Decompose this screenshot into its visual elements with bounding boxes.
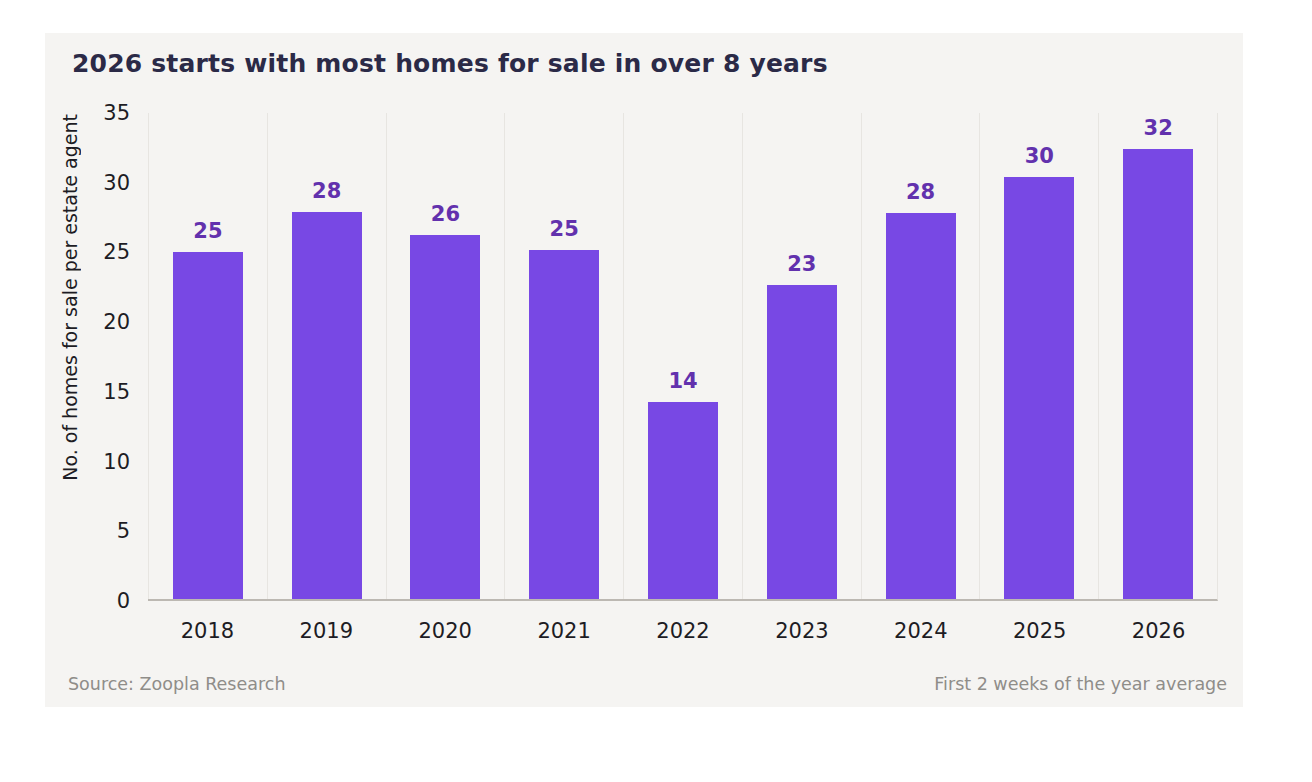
bar-value-label: 26 (387, 204, 505, 225)
footnote: First 2 weeks of the year average (934, 674, 1227, 694)
bar-column: 14 (623, 113, 742, 599)
y-tick-label: 15 (103, 380, 130, 404)
x-tick-label: 2021 (505, 619, 624, 643)
y-tick-label: 30 (103, 171, 130, 195)
bar-value-label: 25 (149, 221, 267, 242)
y-tick-label: 25 (103, 240, 130, 264)
bar-value-label: 32 (1099, 118, 1217, 139)
x-tick-label: 2026 (1099, 619, 1218, 643)
bar (886, 213, 956, 599)
bar-column: 25 (504, 113, 623, 599)
y-tick-label: 0 (117, 589, 130, 613)
bar-value-label: 30 (980, 146, 1098, 167)
x-tick-label: 2020 (386, 619, 505, 643)
y-tick-label: 10 (103, 450, 130, 474)
chart-card: 2026 starts with most homes for sale in … (45, 33, 1243, 707)
bar-value-label: 28 (268, 181, 386, 202)
bar-column: 23 (742, 113, 861, 599)
chart-title: 2026 starts with most homes for sale in … (72, 49, 828, 78)
bar-column: 28 (267, 113, 386, 599)
source-note: Source: Zoopla Research (68, 674, 286, 694)
bar (767, 285, 837, 599)
y-tick-label: 20 (103, 310, 130, 334)
bar (1004, 177, 1074, 599)
bar (173, 252, 243, 599)
bar-column: 25 (148, 113, 267, 599)
y-axis-ticks: 05101520253035 (45, 113, 130, 601)
bar (1123, 149, 1193, 599)
y-tick-label: 5 (117, 519, 130, 543)
x-tick-label: 2023 (742, 619, 861, 643)
bar-column: 26 (386, 113, 505, 599)
x-tick-label: 2025 (980, 619, 1099, 643)
x-tick-label: 2024 (861, 619, 980, 643)
bar-value-label: 23 (743, 254, 861, 275)
bar-column: 28 (861, 113, 980, 599)
x-tick-label: 2019 (267, 619, 386, 643)
bar-column: 30 (979, 113, 1098, 599)
plot-area: 252826251423283032 (148, 113, 1218, 601)
x-axis-labels: 201820192020202120222023202420252026 (148, 619, 1218, 643)
bar (529, 250, 599, 599)
x-tick-label: 2022 (624, 619, 743, 643)
bar-value-label: 25 (505, 219, 623, 240)
chart-footer: Source: Zoopla Research First 2 weeks of… (68, 674, 1227, 694)
bar (648, 402, 718, 599)
bar-value-label: 28 (862, 182, 980, 203)
bar-value-label: 14 (624, 371, 742, 392)
y-tick-label: 35 (103, 101, 130, 125)
x-tick-label: 2018 (148, 619, 267, 643)
page: { "title": "2026 starts with most homes … (0, 0, 1312, 782)
bar (410, 235, 480, 599)
bar (292, 212, 362, 599)
bar-column: 32 (1098, 113, 1217, 599)
